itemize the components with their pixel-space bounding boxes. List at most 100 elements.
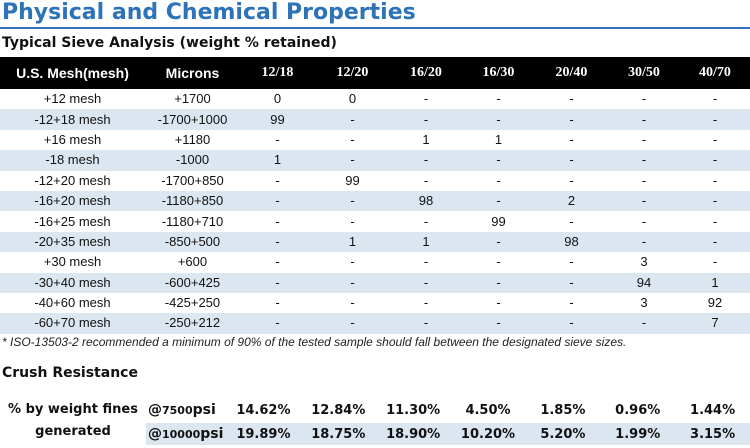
- retained-cell: 2: [535, 190, 608, 212]
- crush-value: 12.84%: [311, 402, 366, 418]
- condition-prefix: @: [148, 426, 162, 442]
- retained-cell: 3: [640, 295, 648, 311]
- condition-value: 10000: [162, 428, 201, 441]
- mesh-cell: +12 mesh: [43, 91, 102, 107]
- retained-cell: -: [712, 131, 718, 147]
- retained-cell: 1: [680, 272, 750, 293]
- retained-cell: -: [423, 254, 429, 270]
- mesh-cell: -18 mesh: [0, 150, 145, 171]
- retained-cell: -: [712, 91, 718, 107]
- crush-value: 0.96%: [615, 402, 661, 418]
- retained-cell: -: [641, 213, 647, 229]
- retained-cell: -: [315, 272, 390, 293]
- page-title: Physical and Chemical Properties: [2, 0, 416, 25]
- column-header-20-40: 20/40: [535, 57, 608, 89]
- microns-cell: -250+212: [145, 313, 240, 334]
- retained-cell: -: [535, 313, 608, 334]
- mesh-cell: +16 mesh: [43, 131, 102, 147]
- retained-cell: -: [275, 172, 280, 188]
- sieve-analysis-table: U.S. Mesh(mesh) Microns 12/18 12/20 16/2…: [0, 57, 750, 334]
- crush-value: 3.15%: [690, 426, 736, 442]
- table-row: -60+70 mesh -250+212- - - - - -7: [0, 313, 750, 334]
- microns-cell: -1700+1000: [145, 109, 240, 130]
- retained-cell: -: [390, 272, 462, 293]
- crush-value: 18.90%: [386, 426, 441, 442]
- retained-cell: -: [390, 150, 462, 171]
- section-subtitle: Typical Sieve Analysis (weight % retaine…: [2, 35, 337, 51]
- crush-value: 18.75%: [311, 426, 366, 442]
- retained-cell: -: [641, 91, 647, 107]
- retained-cell: -: [680, 231, 750, 253]
- retained-cell: -: [275, 131, 280, 147]
- crush-value: 1.85%: [540, 402, 586, 418]
- table-row: +16 mesh +1180 - - 1 1 - - -: [0, 130, 750, 150]
- retained-cell: -: [680, 109, 750, 130]
- crush-value: 11.30%: [386, 402, 441, 418]
- mesh-cell: -12+18 mesh: [0, 109, 145, 130]
- condition-unit: psi: [192, 402, 216, 418]
- crush-label-line1: % by weight fines: [8, 402, 138, 417]
- retained-cell: -: [569, 295, 574, 311]
- retained-cell: -: [496, 91, 501, 107]
- retained-cell: 1: [494, 131, 503, 147]
- retained-cell: 94: [608, 272, 680, 293]
- retained-cell: -: [569, 254, 574, 270]
- crush-value: 19.89%: [236, 426, 291, 442]
- microns-cell: +1180: [174, 131, 211, 147]
- retained-cell: -: [462, 109, 535, 130]
- table-header-row: U.S. Mesh(mesh) Microns 12/18 12/20 16/2…: [0, 57, 750, 89]
- retained-cell: -: [315, 190, 390, 212]
- retained-cell: -: [569, 91, 574, 107]
- crush-row-7500psi: @7500psi 14.62% 12.84% 11.30% 4.50% 1.85…: [146, 399, 750, 421]
- retained-cell: -: [641, 172, 647, 188]
- retained-cell: -: [608, 231, 680, 253]
- column-header-30-50: 30/50: [608, 57, 680, 89]
- retained-cell: 98: [390, 190, 462, 212]
- mesh-cell: -12+20 mesh: [34, 172, 111, 188]
- microns-cell: -1000: [145, 150, 240, 171]
- mesh-cell: +30 mesh: [43, 254, 102, 270]
- retained-cell: -: [462, 313, 535, 334]
- retained-cell: -: [275, 295, 280, 311]
- retained-cell: -: [315, 150, 390, 171]
- microns-cell: -425+250: [164, 295, 221, 311]
- retained-cell: -: [641, 131, 647, 147]
- table-row: -16+25 mesh -1180+710 - - - 99 - - -: [0, 211, 750, 231]
- microns-cell: -600+425: [145, 272, 240, 293]
- mesh-cell: -20+35 mesh: [0, 231, 145, 253]
- microns-cell: -1180+710: [161, 213, 224, 229]
- table-row: -40+60 mesh -425+250 - - - - - 3 92: [0, 293, 750, 313]
- retained-cell: 92: [707, 295, 723, 311]
- retained-cell: 99: [240, 109, 315, 130]
- retained-cell: 3: [640, 254, 648, 270]
- retained-cell: -: [315, 109, 390, 130]
- retained-cell: -: [680, 190, 750, 212]
- retained-cell: -: [350, 254, 355, 270]
- crush-value: 1.99%: [615, 426, 661, 442]
- retained-cell: -: [423, 295, 429, 311]
- retained-cell: -: [496, 254, 501, 270]
- crush-resistance-title: Crush Resistance: [2, 365, 138, 381]
- table-row: -12+20 mesh -1700+850 - 99 - - - - -: [0, 171, 750, 191]
- crush-value: 4.50%: [465, 402, 511, 418]
- column-header-microns: Microns: [145, 57, 240, 89]
- retained-cell: -: [462, 231, 535, 253]
- crush-condition: @7500psi: [146, 402, 226, 418]
- retained-cell: -: [423, 172, 429, 188]
- retained-cell: -: [608, 150, 680, 171]
- crush-value: 1.44%: [690, 402, 736, 418]
- retained-cell: -: [462, 150, 535, 171]
- retained-cell: -: [608, 109, 680, 130]
- table-row: -30+40 mesh -600+425- - - - -94 1: [0, 272, 750, 293]
- retained-cell: -: [712, 254, 718, 270]
- retained-cell: -: [240, 190, 315, 212]
- retained-cell: 1: [422, 131, 430, 147]
- retained-cell: -: [350, 213, 355, 229]
- mesh-cell: -30+40 mesh: [0, 272, 145, 293]
- retained-cell: -: [462, 190, 535, 212]
- crush-label-line2: generated: [35, 424, 111, 439]
- table-row: -18 mesh -1000 1- - - - - -: [0, 150, 750, 171]
- mesh-cell: -40+60 mesh: [34, 295, 111, 311]
- retained-cell: 99: [491, 213, 506, 229]
- crush-value: 10.20%: [460, 426, 516, 442]
